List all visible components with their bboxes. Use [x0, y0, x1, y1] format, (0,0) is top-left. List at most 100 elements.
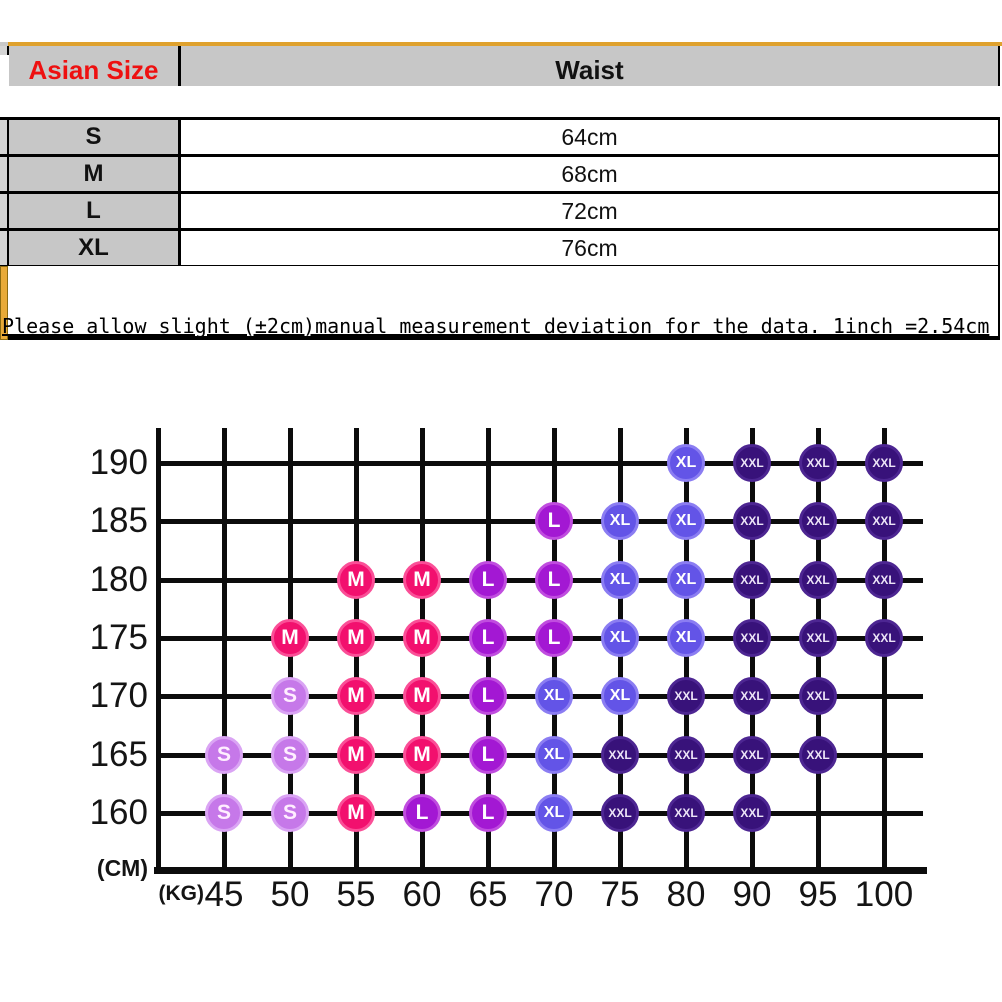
size-dot-m: M	[337, 560, 375, 599]
grid-line-h	[156, 461, 923, 466]
table-gutter	[0, 157, 9, 191]
size-dot-xl: XL	[601, 618, 639, 657]
size-dot-l: L	[469, 677, 507, 716]
size-dot-s: S	[271, 677, 309, 716]
size-dot-m: M	[337, 735, 375, 774]
size-dot-xxl: XXL	[733, 502, 771, 541]
table-row: L 72cm	[0, 191, 1000, 228]
gold-accent-line	[8, 42, 1002, 46]
x-tick-label: 55	[336, 875, 376, 914]
size-dot-xl: XL	[667, 618, 705, 657]
size-dot-xl: XL	[601, 560, 639, 599]
size-dot-xxl: XXL	[799, 560, 837, 599]
size-dot-xl: XL	[667, 444, 705, 482]
y-tick-label: 185	[89, 501, 148, 541]
size-dot-m: M	[337, 793, 375, 832]
size-dot-xl: XL	[667, 502, 705, 541]
cm-unit-label: (CM)	[96, 855, 148, 881]
measurement-note-text: Please allow slight (±2cm)manual measure…	[2, 314, 990, 338]
size-dot-m: M	[271, 618, 309, 657]
size-dot-xxl: XXL	[733, 618, 771, 657]
waist-size-table: Asian Size Waist S 64cm M 68cm L 72cm XL 76cm	[0, 46, 1000, 268]
table-row: M 68cm	[0, 154, 1000, 191]
x-tick-label: 75	[600, 875, 640, 914]
size-dot-l: L	[535, 560, 573, 599]
size-dot-xxl: XXL	[865, 502, 903, 541]
size-dot-xxl: XXL	[733, 677, 771, 716]
gold-selection-bar	[0, 266, 8, 340]
size-cell: XL	[9, 231, 178, 265]
size-dot-xxl: XXL	[799, 618, 837, 657]
table-row: S 64cm	[0, 117, 1000, 154]
size-dot-m: M	[403, 735, 441, 774]
y-tick-label: 165	[89, 734, 148, 774]
size-dot-l: L	[535, 502, 573, 541]
size-cell: M	[9, 157, 178, 191]
table-corner-square	[0, 42, 8, 46]
size-dot-xxl: XXL	[733, 793, 771, 832]
y-tick-label: 175	[89, 617, 148, 657]
size-dot-xl: XL	[535, 735, 573, 774]
size-dot-xl: XL	[535, 677, 573, 716]
size-dot-xxl: XXL	[799, 677, 837, 716]
size-dot-xxl: XXL	[799, 502, 837, 541]
size-dot-xxl: XXL	[865, 444, 903, 482]
y-tick-label: 160	[89, 792, 148, 832]
size-dot-m: M	[403, 618, 441, 657]
size-dot-xxl: XXL	[667, 735, 705, 774]
size-dot-xxl: XXL	[667, 793, 705, 832]
size-dot-xl: XL	[601, 677, 639, 716]
size-dot-l: L	[469, 618, 507, 657]
size-dot-xxl: XXL	[601, 793, 639, 832]
size-dot-s: S	[205, 735, 243, 774]
y-axis-line	[156, 428, 161, 874]
waist-header: Waist	[178, 46, 1000, 86]
size-dot-s: S	[271, 735, 309, 774]
size-dot-l: L	[535, 618, 573, 657]
size-dot-l: L	[403, 793, 441, 832]
size-dot-xxl: XXL	[667, 677, 705, 716]
y-tick-label: 170	[89, 676, 148, 716]
size-dot-s: S	[205, 793, 243, 832]
size-dot-xxl: XXL	[865, 560, 903, 599]
grid-line-v	[222, 428, 227, 874]
size-dot-m: M	[337, 618, 375, 657]
waist-cell: 68cm	[178, 157, 1000, 191]
size-dot-xxl: XXL	[733, 560, 771, 599]
waist-cell: 76cm	[178, 231, 1000, 265]
table-gutter	[0, 194, 9, 228]
x-tick-label: 50	[270, 875, 310, 914]
size-cell: S	[9, 120, 178, 154]
x-tick-label: 70	[534, 875, 574, 914]
y-tick-label: 190	[89, 443, 148, 482]
size-dot-l: L	[469, 560, 507, 599]
size-dot-xxl: XXL	[733, 444, 771, 482]
table-gutter	[0, 120, 9, 154]
size-dot-xl: XL	[667, 560, 705, 599]
asian-size-header: Asian Size	[9, 46, 178, 86]
note-area	[8, 266, 1000, 340]
size-dot-xxl: XXL	[799, 735, 837, 774]
size-dot-xxl: XXL	[865, 618, 903, 657]
size-dot-m: M	[403, 560, 441, 599]
x-tick-label: 90	[732, 875, 772, 914]
size-dot-xl: XL	[601, 502, 639, 541]
size-dot-l: L	[469, 793, 507, 832]
y-tick-label: 180	[89, 559, 148, 599]
x-tick-label: 65	[468, 875, 508, 914]
x-tick-label: 95	[798, 875, 838, 914]
size-dot-xxl: XXL	[601, 735, 639, 774]
x-axis-line	[154, 867, 927, 874]
table-row: XL 76cm	[0, 228, 1000, 265]
x-tick-label: 100	[854, 875, 914, 914]
size-cell: L	[9, 194, 178, 228]
size-dot-xl: XL	[535, 793, 573, 832]
size-dot-m: M	[337, 677, 375, 716]
size-dot-xxl: XXL	[733, 735, 771, 774]
x-tick-label: 80	[666, 875, 706, 914]
size-dot-xxl: XXL	[799, 444, 837, 482]
x-tick-label: 45	[204, 875, 244, 914]
size-dot-m: M	[403, 677, 441, 716]
size-dot-s: S	[271, 793, 309, 832]
